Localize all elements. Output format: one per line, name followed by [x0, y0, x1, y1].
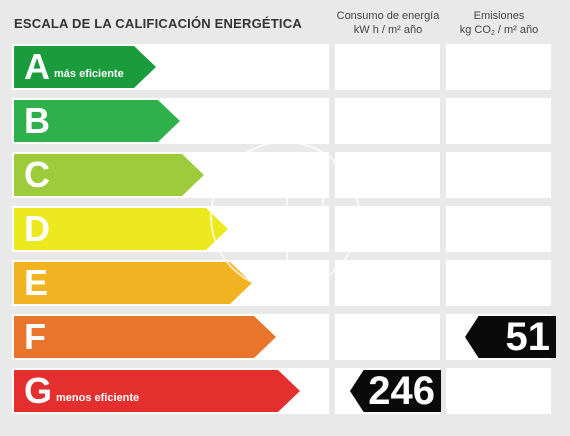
rating-letter: D — [24, 208, 50, 249]
consumo-cell — [335, 152, 440, 198]
consumo-cell — [335, 44, 440, 90]
rating-letter: A — [24, 46, 50, 87]
emisiones-header-line1: Emisiones — [473, 10, 525, 22]
emisiones-cell — [446, 98, 551, 144]
consumo-rating-badge: 246 — [350, 370, 441, 412]
rating-row-b: B — [12, 98, 557, 144]
rating-arrow-d: D — [14, 208, 228, 250]
emisiones-cell — [446, 152, 551, 198]
rating-row-e: E — [12, 260, 557, 306]
emisiones-cell — [446, 44, 551, 90]
emisiones-cell — [446, 260, 551, 306]
consumo-cell — [335, 98, 440, 144]
rating-arrow-e: E — [14, 262, 252, 304]
emisiones-header-unit: kg CO2 / m² año — [459, 24, 539, 37]
consumo-cell — [335, 206, 440, 252]
emisiones-column-header: Emisiones kg CO2 / m² año — [443, 9, 555, 41]
consumo-cell — [335, 260, 440, 306]
consumo-header-line1: Consumo de energía — [336, 10, 440, 22]
rating-letter: G — [24, 370, 53, 411]
rating-arrow-c: C — [14, 154, 204, 196]
consumo-cell — [335, 314, 440, 360]
rating-arrow-b: B — [14, 100, 180, 142]
rating-arrow-f: F — [14, 316, 276, 358]
emisiones-cell — [446, 368, 551, 414]
emisiones-cell — [446, 206, 551, 252]
rating-row-d: D — [12, 206, 557, 252]
scale-title: ESCALA DE LA CALIFICACIÓN ENERGÉTICA — [14, 16, 302, 31]
emisiones-rating-badge: 51 — [465, 316, 556, 358]
rating-letter: B — [24, 100, 50, 141]
rating-row-c: C — [12, 152, 557, 198]
rating-letter: F — [24, 316, 46, 357]
rating-subtext: más eficiente — [54, 68, 124, 80]
rating-row-f: F 51 — [12, 314, 557, 360]
rating-letter: E — [24, 262, 49, 303]
consumo-column-header: Consumo de energía kW h / m² año — [332, 9, 444, 37]
rating-subtext: menos eficiente — [56, 392, 140, 404]
rating-letter: C — [24, 154, 50, 195]
consumo-header-unit: kW h / m² año — [353, 24, 423, 36]
